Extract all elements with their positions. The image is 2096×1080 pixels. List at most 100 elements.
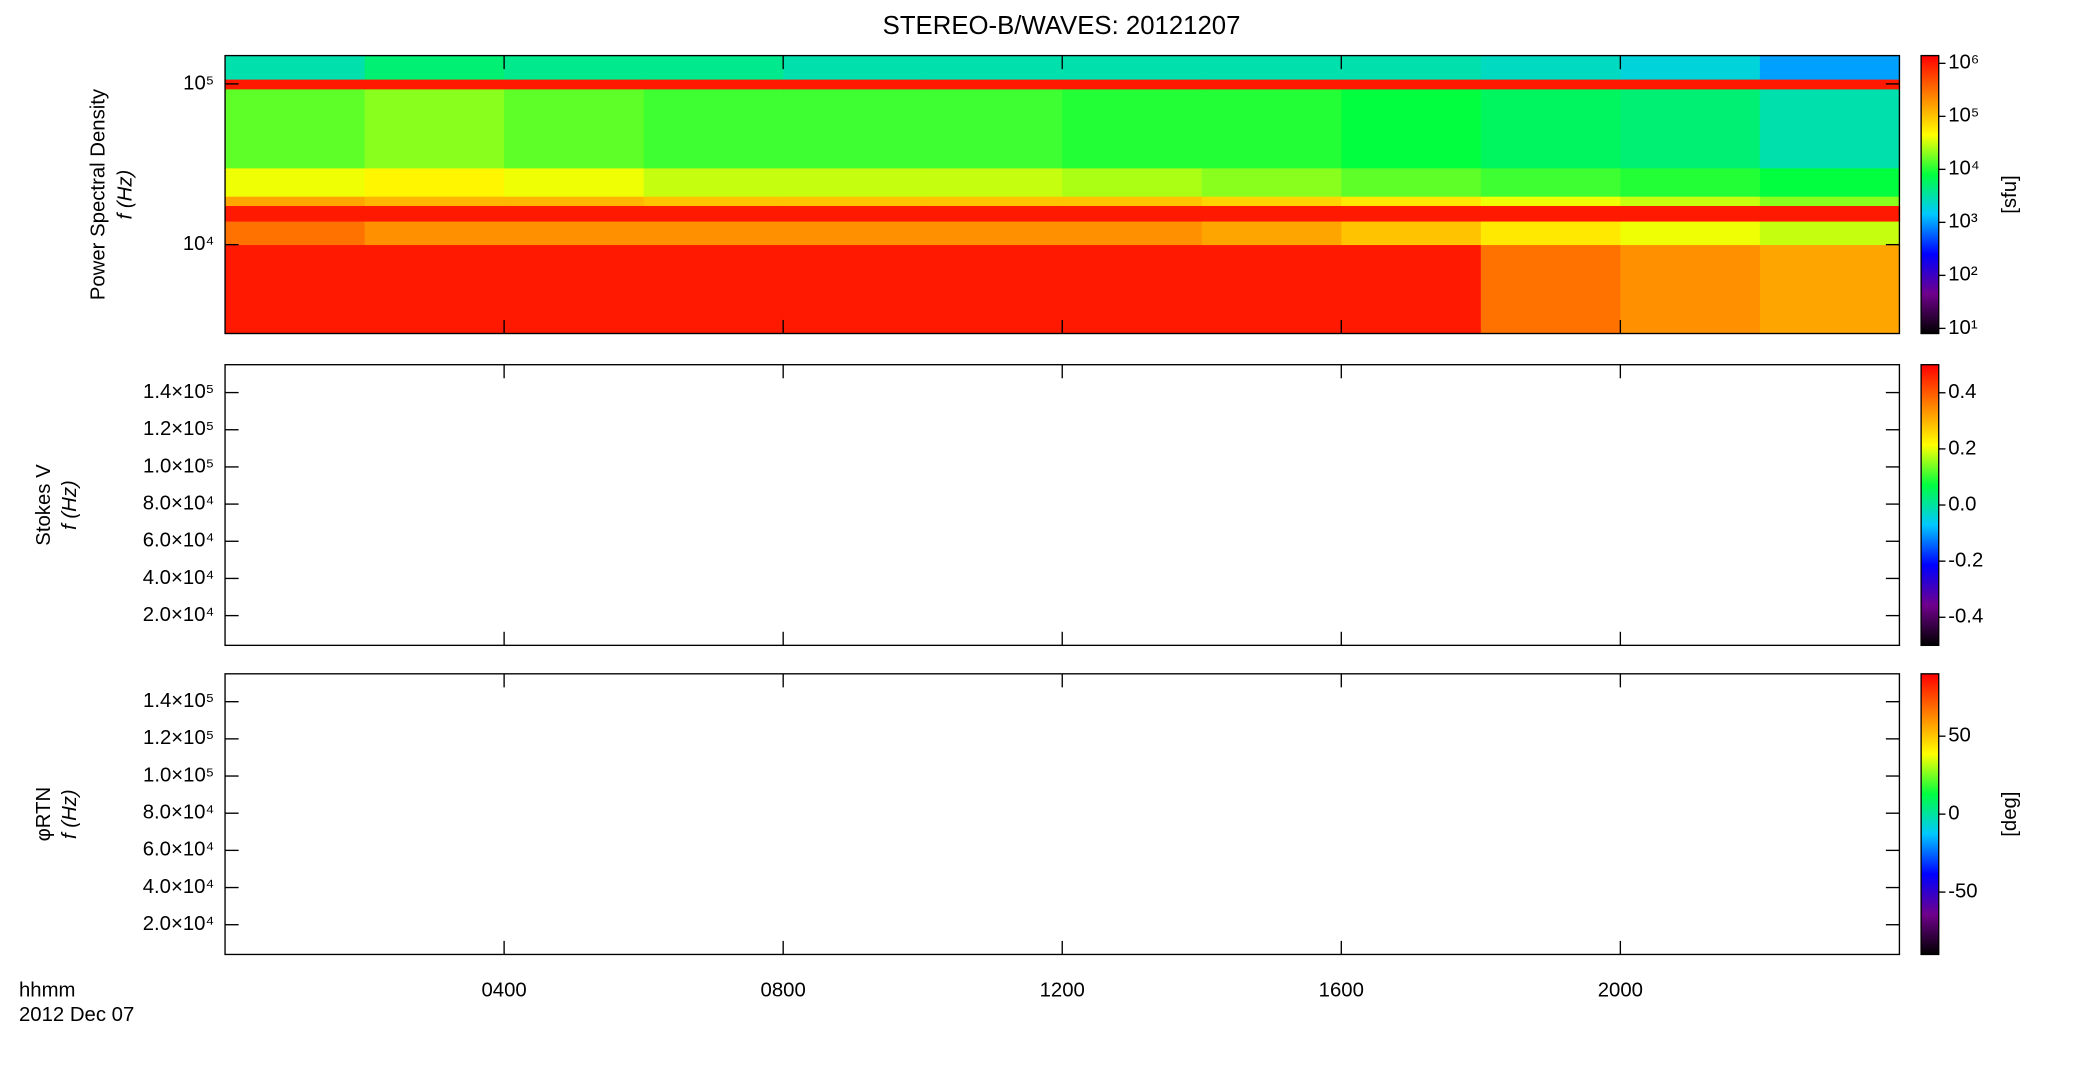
heatmap-cell [1480, 221, 1622, 246]
heatmap-cell [364, 88, 505, 169]
heatmap-cell [1620, 196, 1761, 206]
colorbar-tick-label: 10⁴ [1948, 158, 1979, 180]
heatmap-cell [504, 196, 645, 206]
heatmap-cell [922, 196, 1063, 206]
heatmap-cell [643, 221, 784, 246]
x-tick-label: 0400 [481, 979, 526, 1001]
heatmap-cell [1341, 55, 1482, 80]
heatmap-cell [922, 167, 1063, 197]
colorbar-tick-label: 10¹ [1948, 317, 1978, 339]
heatmap-cell [1062, 79, 1203, 90]
heatmap-cell [922, 221, 1063, 246]
heatmap-cell [1201, 88, 1342, 169]
y-tick-label: 4.0×10⁴ [143, 876, 214, 898]
heatmap-cell [922, 244, 1063, 334]
heatmap-cell [1620, 79, 1761, 90]
colorbar-tick-label: 0 [1948, 803, 1959, 825]
y-tick-label: 4.0×10⁴ [143, 567, 214, 589]
colorbar-tick-label: 0.4 [1948, 381, 1976, 403]
heatmap-cell [783, 221, 924, 246]
y-axis-label: φRTN [33, 787, 55, 842]
heatmap-cell [1341, 196, 1482, 206]
heatmap-cell [1341, 221, 1482, 246]
heatmap-cell [1480, 167, 1622, 197]
heatmap-cell [1480, 244, 1622, 334]
plot-frame [224, 673, 1901, 956]
y-axis-label: Stokes V [33, 464, 55, 546]
heatmap-cell [1062, 88, 1203, 169]
x-tick-label: 2000 [1598, 979, 1643, 1001]
heatmap-cell [1201, 79, 1342, 90]
x-axis-label: hhmm [19, 979, 75, 1001]
colorbar-label: [sfu] [1999, 175, 2021, 213]
heatmap-cell [1341, 244, 1482, 334]
heatmap-cell [1062, 205, 1203, 222]
heatmap-cell [783, 167, 924, 197]
heatmap-cell [1062, 244, 1203, 334]
heatmap-cell [1201, 221, 1342, 246]
heatmap-cell [783, 55, 924, 80]
heatmap-cell [225, 167, 366, 197]
heatmap-cell [1620, 205, 1761, 222]
colorbar [1920, 673, 1940, 956]
heatmap-cell [504, 244, 645, 334]
colorbar-tick-label: -50 [1948, 880, 1977, 902]
heatmap-cell [1341, 205, 1482, 222]
y-tick-label: 1.0×10⁵ [143, 764, 214, 786]
colorbar-tick-label: 0.0 [1948, 493, 1976, 515]
heatmap-cell [364, 205, 505, 222]
heatmap-cell [922, 205, 1063, 222]
heatmap-cell [504, 221, 645, 246]
heatmap-cell [1620, 167, 1761, 197]
heatmap-cell [504, 167, 645, 197]
heatmap-cell [364, 196, 505, 206]
y-tick-label: 2.0×10⁴ [143, 913, 214, 935]
heatmap-cell [1759, 88, 1901, 169]
heatmap-cell [1480, 79, 1622, 90]
heatmap-cell [1480, 196, 1622, 206]
heatmap-cell [643, 205, 784, 222]
heatmap-cell [922, 79, 1063, 90]
colorbar-label: [deg] [1999, 792, 2021, 837]
y-axis-label: Power Spectral Density [87, 88, 109, 300]
heatmap-cell [643, 88, 784, 169]
heatmap-cell [1201, 205, 1342, 222]
heatmap-cell [1062, 167, 1203, 197]
heatmap-cell [1759, 79, 1901, 90]
y-tick-label: 2.0×10⁴ [143, 604, 214, 626]
heatmap-cell [1620, 88, 1761, 169]
heatmap-cell [643, 244, 784, 334]
heatmap-cell [504, 55, 645, 80]
heatmap-cell [783, 244, 924, 334]
heatmap-cell [1201, 167, 1342, 197]
heatmap-cell [1480, 88, 1622, 169]
colorbar-tick-label: 10² [1948, 264, 1978, 286]
y-tick-label: 1.4×10⁵ [143, 690, 214, 712]
heatmap-cell [1062, 55, 1203, 80]
heatmap-cell [643, 167, 784, 197]
heatmap-cell [1759, 55, 1901, 80]
y-tick-label: 8.0×10⁴ [143, 802, 214, 824]
heatmap-cell [225, 88, 366, 169]
heatmap-cell [1759, 221, 1901, 246]
heatmap-cell [783, 205, 924, 222]
heatmap-cell [225, 205, 366, 222]
heatmap-cell [364, 167, 505, 197]
heatmap-cell [1062, 221, 1203, 246]
chart-title: STEREO-B/WAVES: 20121207 [883, 12, 1241, 40]
colorbar-tick-label: -0.2 [1948, 550, 1983, 572]
heatmap-cell [225, 221, 366, 246]
plot-frame [224, 364, 1901, 647]
y-tick-label: 1.4×10⁵ [143, 381, 214, 403]
heatmap-cell [1341, 88, 1482, 169]
heatmap-cell [1620, 55, 1761, 80]
colorbar [1920, 54, 1940, 335]
heatmap-cell [225, 79, 366, 90]
heatmap-cell [1201, 244, 1342, 334]
heatmap-cell [225, 244, 366, 334]
colorbar-tick-label: 0.2 [1948, 437, 1976, 459]
heatmap-cell [1620, 244, 1761, 334]
colorbar-tick-label: -0.4 [1948, 606, 1983, 628]
